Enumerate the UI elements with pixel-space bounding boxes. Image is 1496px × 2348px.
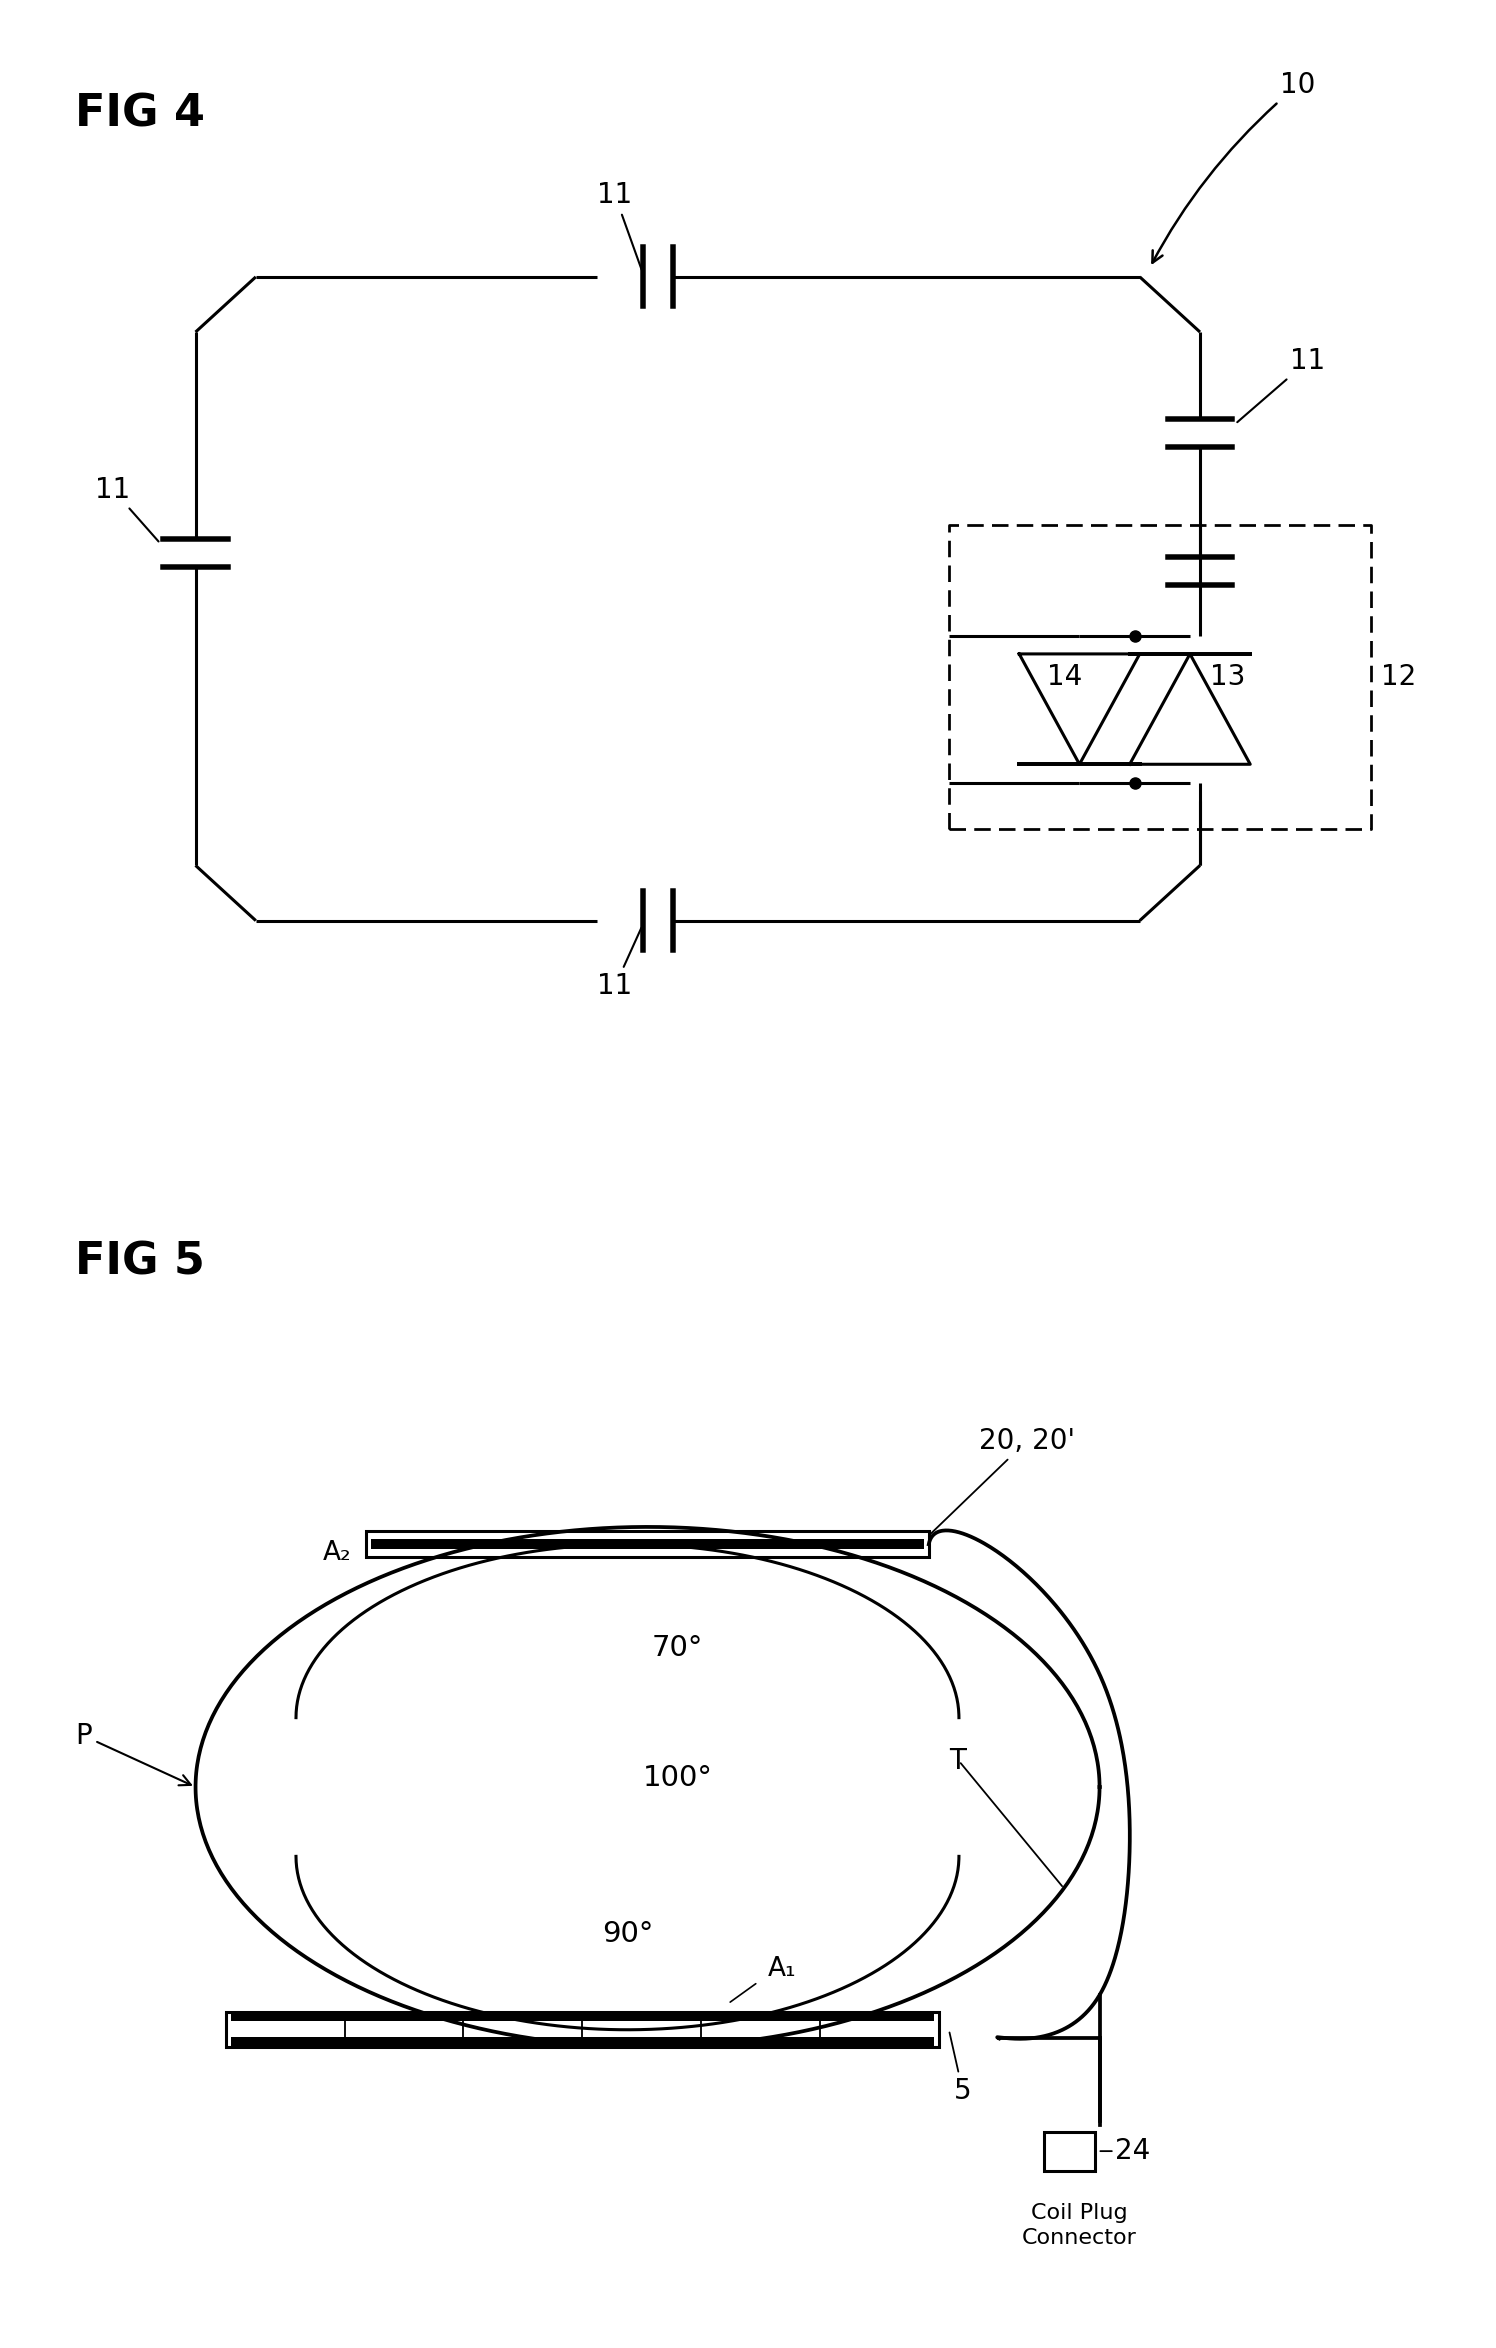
Text: T: T — [948, 1747, 966, 1775]
Text: 5: 5 — [950, 2033, 971, 2106]
Text: 70°: 70° — [652, 1634, 703, 1662]
Text: 20, 20': 20, 20' — [931, 1428, 1076, 1533]
Bar — [226, 2012, 939, 2047]
Text: 11: 11 — [597, 181, 642, 270]
Text: 10: 10 — [1152, 70, 1316, 263]
Text: 11: 11 — [96, 477, 159, 542]
Bar — [1044, 2132, 1095, 2170]
Text: 24: 24 — [1115, 2137, 1150, 2165]
Bar — [230, 2036, 934, 2047]
Text: 100°: 100° — [643, 1763, 712, 1792]
Bar — [230, 2010, 934, 2022]
Text: P: P — [75, 1721, 191, 1784]
Text: A₁: A₁ — [767, 1956, 797, 1982]
Text: 12: 12 — [1381, 662, 1417, 690]
Text: 90°: 90° — [601, 1921, 654, 1949]
Text: 14: 14 — [1047, 662, 1082, 690]
Text: FIG 5: FIG 5 — [75, 1240, 205, 1284]
Bar — [371, 1538, 923, 1550]
Text: 11: 11 — [597, 927, 642, 1000]
Text: Coil Plug
Connector: Coil Plug Connector — [1022, 2202, 1137, 2247]
Bar — [367, 1531, 929, 1557]
Text: FIG 4: FIG 4 — [75, 94, 205, 136]
Text: 11: 11 — [1237, 348, 1325, 423]
Text: 13: 13 — [1210, 662, 1246, 690]
Text: A₂: A₂ — [323, 1540, 352, 1566]
